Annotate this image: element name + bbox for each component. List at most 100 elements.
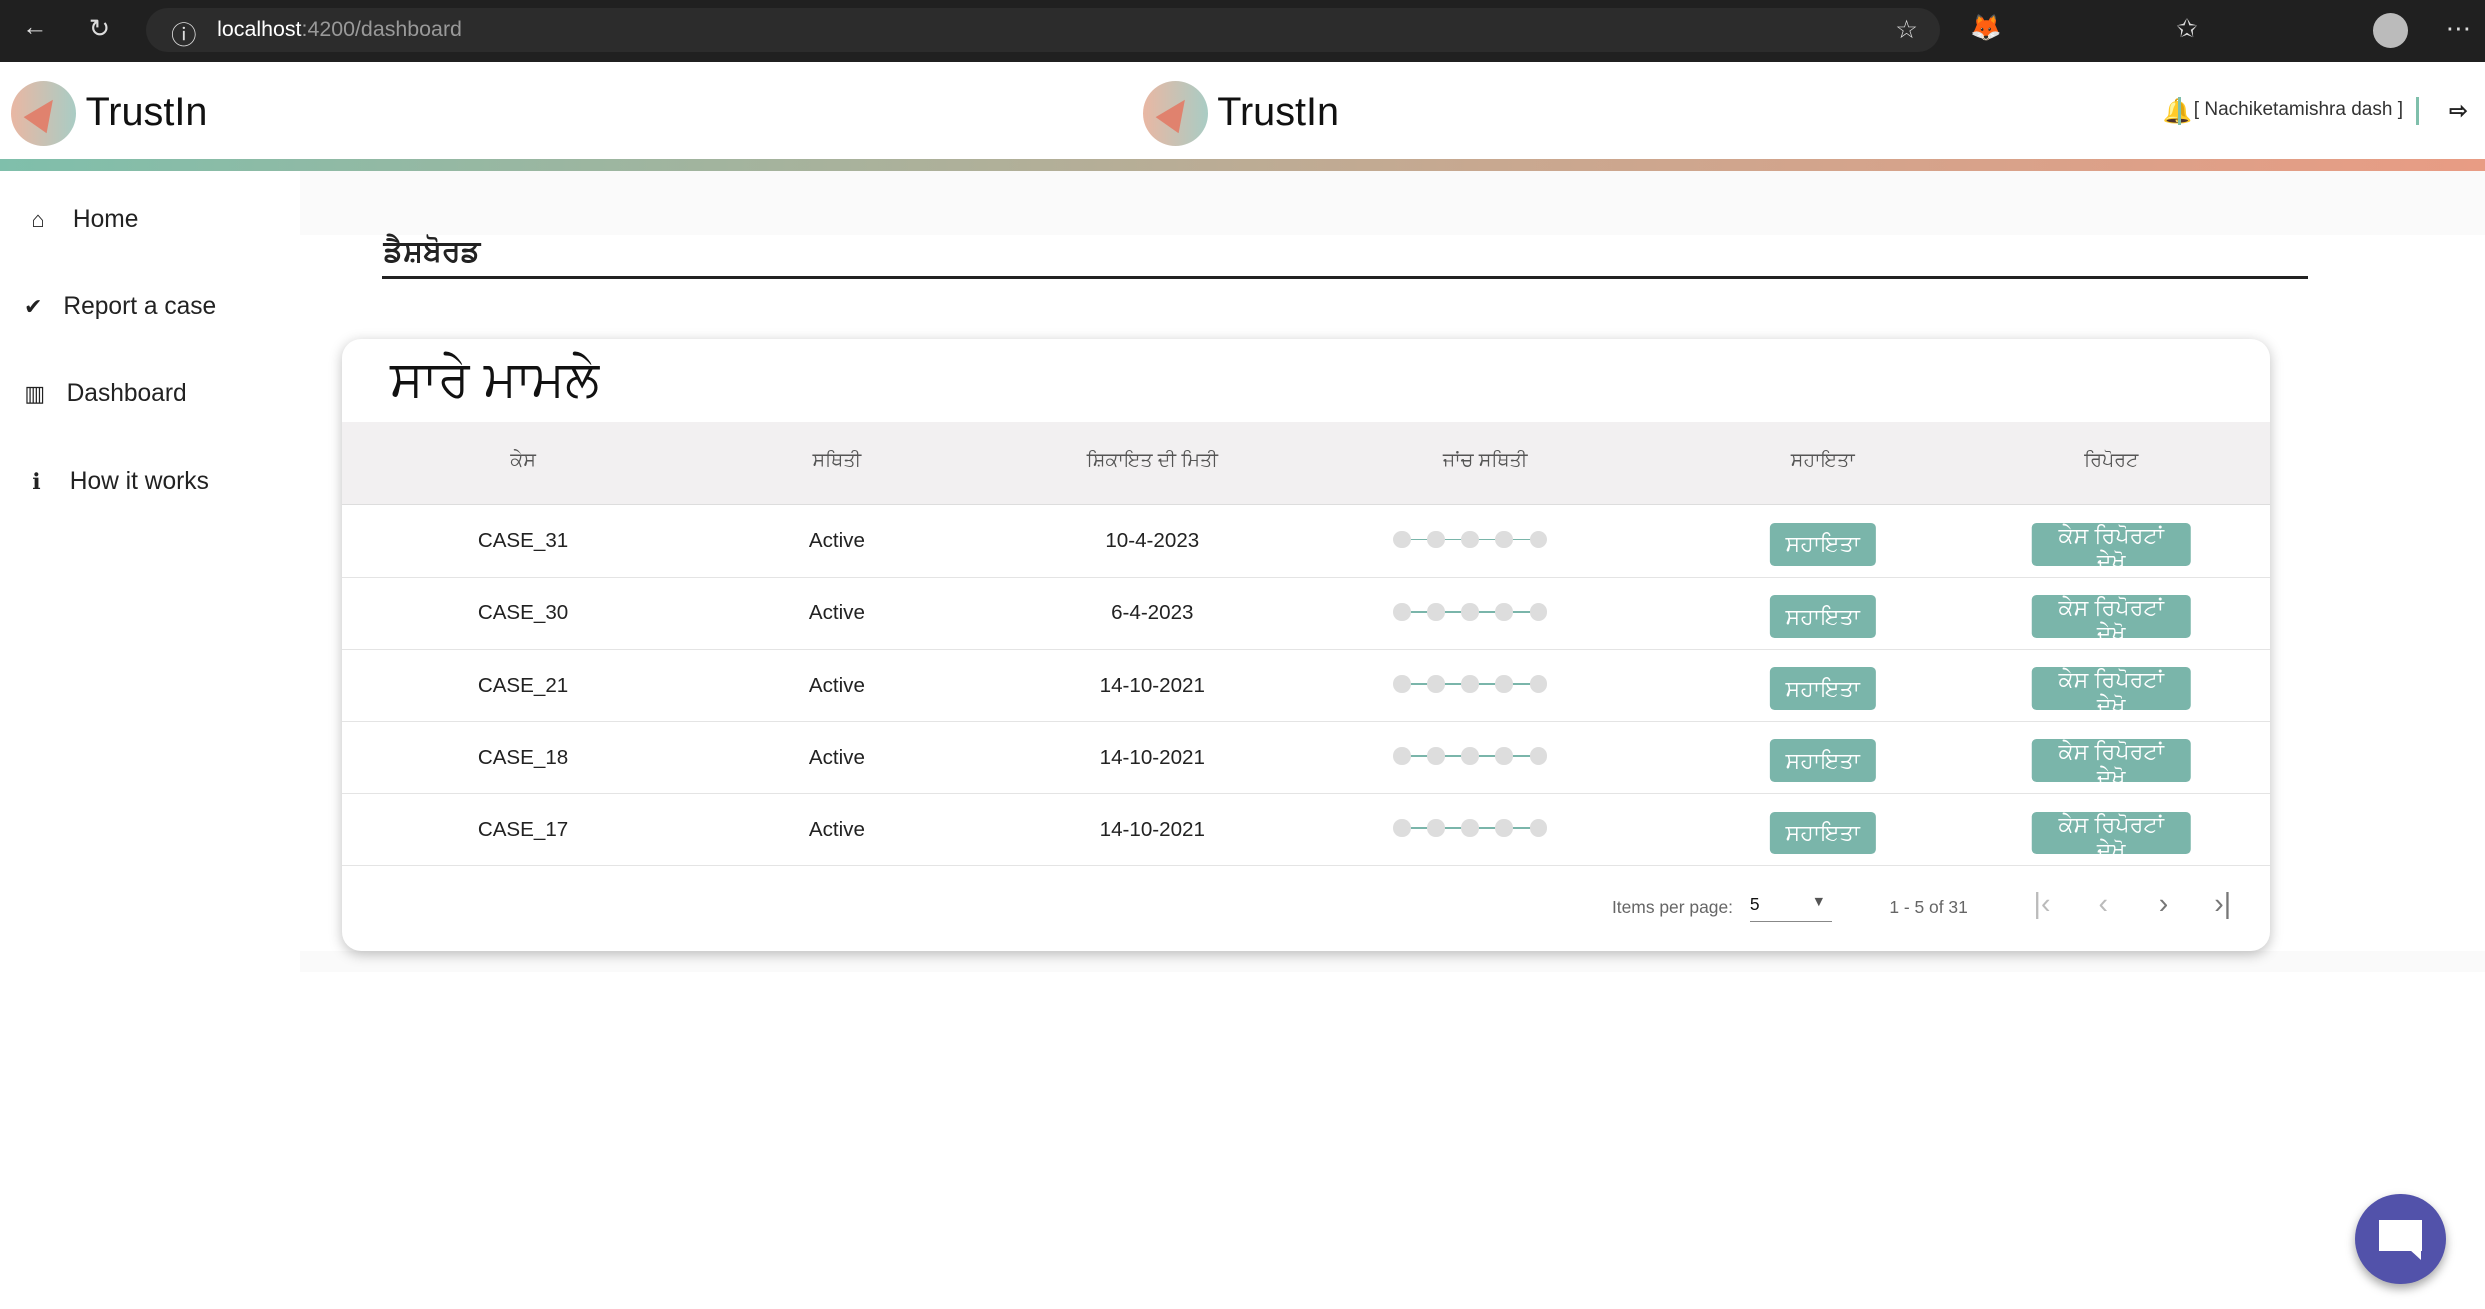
address-bar[interactable]: ⓘ localhost:4200/dashboard ☆ xyxy=(145,7,1941,53)
items-per-page-value: 5 xyxy=(1749,893,1760,914)
case-id: CASE_31 xyxy=(477,529,569,553)
table-row: CASE_18 Active 14-10-2021 ਸਹਾਇਤਾ ਕੇਸ ਰਿਪ… xyxy=(342,722,2270,795)
progress-step xyxy=(1393,675,1411,693)
view-case-reports-button[interactable]: ਕੇਸ ਰਿਪੋਰਟਾਂ ਦੇਖੋ xyxy=(2031,667,2191,718)
page-title: ਡੈਸ਼ਬੋਰਡ xyxy=(383,234,481,268)
brand-name[interactable]: TrustIn xyxy=(85,90,208,135)
investigation-progress xyxy=(1393,747,1547,766)
sidebar-item-dashboard[interactable]: ▥ Dashboard xyxy=(22,380,186,408)
progress-step xyxy=(1495,530,1513,549)
logo-icon[interactable] xyxy=(11,80,77,146)
view-case-reports-button[interactable]: ਕੇਸ ਰਿਪੋਰਟਾਂ ਦੇਖੋ xyxy=(2031,595,2191,646)
logout-icon[interactable]: ⇨ xyxy=(2449,98,2468,124)
help-button[interactable]: ਸਹਾਇਤਾ xyxy=(1769,667,1876,711)
sidebar-item-label: Report a case xyxy=(63,293,217,321)
title-divider xyxy=(381,275,2308,279)
case-status: Active xyxy=(808,817,865,841)
sidebar-item-label: Dashboard xyxy=(66,380,187,408)
progress-step xyxy=(1461,530,1479,549)
info-icon: ℹ xyxy=(32,468,41,494)
favorite-star-icon[interactable]: ☆ xyxy=(1895,16,1918,45)
table-header: ਕੇਸ ਸਥਿਤੀ ਸ਼ਿਕਾਇਤ ਦੀ ਮਿਤੀ ਜਾਂਚ ਸਥਿਤੀ ਸਹਾ… xyxy=(342,421,2270,505)
progress-step xyxy=(1495,819,1513,837)
view-case-reports-button[interactable]: ਕੇਸ ਰਿਪੋਰਟਾਂ ਦੇਖੋ xyxy=(2031,523,2191,574)
column-header-case: ਕੇਸ xyxy=(510,450,536,472)
progress-step xyxy=(1529,603,1547,621)
items-per-page-select[interactable]: 5 ▼ xyxy=(1749,893,1833,922)
progress-step xyxy=(1461,747,1479,765)
progress-step xyxy=(1427,530,1445,549)
center-brand-name: TrustIn xyxy=(1217,90,1340,135)
progress-step xyxy=(1529,675,1547,693)
chevron-down-icon: ▼ xyxy=(1811,893,1826,910)
cases-card: ਸਾਰੇ ਮਾਮਲੇ ਕੇਸ ਸਥਿਤੀ ਸ਼ਿਕਾਇਤ ਦੀ ਮਿਤੀ ਜਾਂ… xyxy=(342,339,2270,951)
sidebar-item-report-a-case[interactable]: ✔ Report a case xyxy=(22,293,216,321)
url-path: :4200/dashboard xyxy=(301,17,462,42)
profile-avatar-icon[interactable] xyxy=(2372,12,2408,48)
bell-icon[interactable]: 🔔 xyxy=(2162,97,2193,125)
chat-button[interactable] xyxy=(2355,1193,2446,1284)
back-icon[interactable]: ← xyxy=(22,12,48,41)
case-status: Active xyxy=(808,745,865,769)
progress-step xyxy=(1461,675,1479,693)
table-row: CASE_21 Active 14-10-2021 ਸਹਾਇਤਾ ਕੇਸ ਰਿਪ… xyxy=(342,650,2270,723)
sidebar-item-how-it-works[interactable]: ℹ How it works xyxy=(22,468,209,496)
first-page-button[interactable]: |‹ xyxy=(2033,887,2051,920)
case-status: Active xyxy=(808,673,865,697)
chat-bubble-icon xyxy=(2379,1220,2422,1251)
sidebar-item-label: How it works xyxy=(69,467,209,495)
home-icon: ⌂ xyxy=(31,207,45,233)
favorites-icon[interactable]: ✩ xyxy=(2176,14,2198,43)
progress-step xyxy=(1495,603,1513,621)
card-title: ਸਾਰੇ ਮਾਮਲੇ xyxy=(389,349,600,407)
table-row: CASE_31 Active 10-4-2023 ਸਹਾਇਤਾ ਕੇਸ ਰਿਪੋ… xyxy=(342,506,2270,578)
progress-step xyxy=(1427,675,1445,693)
case-id: CASE_18 xyxy=(477,745,569,769)
case-status: Active xyxy=(808,601,865,625)
metamask-extension-icon[interactable]: 🦊 xyxy=(1970,13,2002,42)
view-case-reports-button[interactable]: ਕੇਸ ਰਿਪੋਰਟਾਂ ਦੇਖੋ xyxy=(2031,739,2191,790)
progress-step xyxy=(1529,530,1547,549)
last-page-button[interactable]: ›| xyxy=(2214,887,2232,920)
reload-icon[interactable]: ↻ xyxy=(88,14,110,43)
investigation-progress xyxy=(1393,530,1547,550)
progress-step xyxy=(1393,819,1411,837)
help-button[interactable]: ਸਹਾਇਤਾ xyxy=(1769,739,1876,783)
help-button[interactable]: ਸਹਾਇਤਾ xyxy=(1769,595,1876,638)
info-icon[interactable]: ⓘ xyxy=(171,21,197,50)
column-header-investigation-status: ਜਾਂਚ ਸਥਿਤੀ xyxy=(1442,450,1528,472)
complaint-date: 14-10-2021 xyxy=(1099,673,1205,697)
app-header: TrustIn TrustIn 🔔 [ Nachiketamishra dash… xyxy=(0,61,2485,159)
progress-step xyxy=(1393,747,1411,765)
browser-toolbar: ← ↻ ⓘ localhost:4200/dashboard ☆ 🦊 ✩ ⋯ xyxy=(0,0,2485,62)
column-header-help: ਸਹਾਇਤਾ xyxy=(1790,450,1855,472)
clipboard-check-icon: ✔ xyxy=(23,294,43,320)
column-header-report: ਰਿਪੋਰਟ xyxy=(2084,450,2139,472)
progress-step xyxy=(1393,530,1411,549)
next-page-button[interactable]: › xyxy=(2158,887,2169,920)
previous-page-button[interactable]: ‹ xyxy=(2098,887,2109,920)
progress-step xyxy=(1393,603,1411,621)
progress-step xyxy=(1495,675,1513,693)
more-menu-icon[interactable]: ⋯ xyxy=(2445,14,2471,43)
case-status: Active xyxy=(808,529,865,553)
investigation-progress xyxy=(1393,603,1547,622)
sidebar-item-label: Home xyxy=(72,206,139,234)
complaint-date: 14-10-2021 xyxy=(1099,745,1205,769)
table-row: CASE_30 Active 6-4-2023 ਸਹਾਇਤਾ ਕੇਸ ਰਿਪੋਰ… xyxy=(342,578,2270,651)
sidebar: ⌂ Home ✔ Report a case ▥ Dashboard ℹ How it … xyxy=(0,171,300,1309)
case-id: CASE_21 xyxy=(477,673,569,697)
case-id: CASE_17 xyxy=(477,817,569,841)
table-row: CASE_17 Active 14-10-2021 ਸਹਾਇਤਾ ਕੇਸ ਰਿਪ… xyxy=(342,794,2270,867)
sidebar-item-home[interactable]: ⌂ Home xyxy=(22,206,138,234)
url-host: localhost xyxy=(217,17,302,42)
help-button[interactable]: ਸਹਾਇਤਾ xyxy=(1769,523,1876,566)
chat-bubble-tail xyxy=(2409,1248,2422,1260)
progress-step xyxy=(1461,603,1479,621)
investigation-progress xyxy=(1393,675,1547,694)
help-button[interactable]: ਸਹਾਇਤਾ xyxy=(1769,811,1876,855)
view-case-reports-button[interactable]: ਕੇਸ ਰਿਪੋਰਟਾਂ ਦੇਖੋ xyxy=(2031,811,2191,863)
bar-chart-icon: ▥ xyxy=(24,381,46,407)
user-name: [ Nachiketamishra dash ] xyxy=(2178,96,2419,126)
progress-step xyxy=(1461,819,1479,837)
